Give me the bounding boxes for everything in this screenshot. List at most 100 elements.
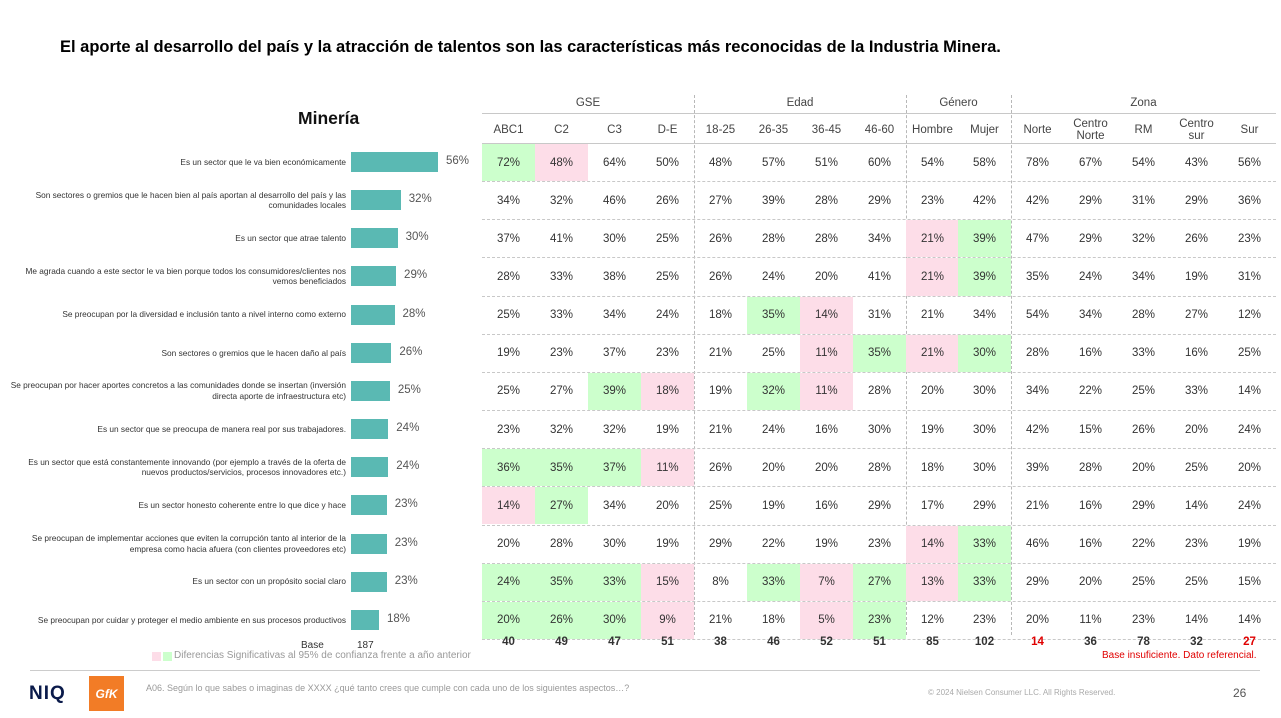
row-divider [482, 333, 1276, 335]
table-cell: 29% [1025, 576, 1050, 589]
bar [351, 533, 387, 554]
page-number: 26 [1233, 686, 1247, 700]
table-cell: 29% [972, 499, 997, 512]
column-header: Centro Norte [1073, 117, 1108, 143]
table-cell: 12% [1237, 309, 1262, 322]
table-cell: 20% [814, 271, 839, 283]
table-cell: 56% [1237, 156, 1262, 169]
table-cell: 23% [920, 194, 945, 207]
table-cell: 34% [1078, 309, 1103, 322]
table-cell: 17% [920, 499, 945, 512]
table-cell: 41% [867, 271, 892, 283]
table-cell: 23% [655, 347, 680, 360]
table-cell: 18% [761, 614, 786, 627]
table-cell: 30% [972, 385, 997, 398]
table-cell: 20% [1131, 461, 1156, 474]
row-divider [482, 219, 1276, 221]
table-cell: 34% [602, 309, 627, 322]
table-cell: 19% [708, 385, 733, 398]
table-cell: 19% [1184, 271, 1209, 283]
table-cell: 28% [1078, 461, 1103, 474]
table-cell: 72% [482, 144, 535, 182]
table-cell: 78% [1025, 156, 1050, 169]
row-divider [482, 410, 1276, 412]
column-header: 26-35 [758, 123, 789, 136]
table-cell: 30% [602, 538, 627, 551]
table-cell: 26% [1184, 232, 1209, 245]
bar-value-label: 29% [404, 269, 428, 282]
table-cell: 20% [1025, 614, 1050, 627]
table-cell: 16% [1078, 347, 1103, 360]
bar-category-label: Es un sector que atrae talento [235, 233, 346, 244]
bar [351, 342, 392, 363]
insufficient-base-note: Base insuficiente. Dato referencial. [1102, 650, 1257, 661]
base-count: 46 [767, 636, 780, 648]
legend-pink-swatch [152, 652, 161, 661]
table-cell: 28% [496, 271, 521, 283]
bar [351, 228, 398, 249]
bar-row: Es un sector que se preocupa de manera r… [0, 410, 480, 448]
table-cell: 29% [1131, 499, 1156, 512]
bar-category-label: Se preocupan por cuidar y proteger el me… [37, 614, 346, 625]
table-cell: 39% [761, 194, 786, 207]
table-cell: 38% [602, 271, 627, 283]
table-cell: 34% [1025, 385, 1050, 398]
column-header: Sur [1240, 123, 1259, 136]
bar [351, 419, 389, 440]
table-cell: 8% [712, 576, 729, 589]
column-header: 46-60 [864, 123, 895, 136]
table-cell: 46% [602, 194, 627, 207]
table-cell: 14% [1237, 385, 1262, 398]
table-cell: 27% [535, 487, 588, 525]
table-cell: 23% [549, 347, 574, 360]
column-header: 18-25 [705, 123, 736, 136]
group-separator [694, 95, 695, 635]
table-cell: 28% [814, 194, 839, 207]
table-cell: 26% [1131, 423, 1156, 436]
table-cell: 29% [1184, 194, 1209, 207]
table-cell: 28% [1131, 309, 1156, 322]
table-cell: 22% [1131, 538, 1156, 551]
base-label: Base [301, 640, 324, 651]
table-cell: 58% [972, 156, 997, 169]
table-cell: 54% [920, 156, 945, 169]
table-cell: 18% [920, 461, 945, 474]
table-cell: 34% [496, 194, 521, 207]
table-cell: 14% [482, 487, 535, 525]
table-cell: 26% [708, 461, 733, 474]
table-cell: 19% [761, 499, 786, 512]
base-count: 32 [1190, 636, 1203, 648]
table-cell: 60% [867, 156, 892, 169]
table-cell: 19% [655, 423, 680, 436]
table-cell: 30% [958, 334, 1011, 372]
table-cell: 25% [761, 347, 786, 360]
bar-value-label: 24% [396, 460, 420, 473]
base-count: 40 [502, 636, 515, 648]
base-count: 102 [974, 636, 995, 648]
table-cell: 28% [867, 385, 892, 398]
table-cell: 25% [1184, 576, 1209, 589]
table-cell: 24% [1078, 271, 1103, 283]
bar [351, 457, 389, 478]
table-cell: 14% [1237, 614, 1262, 627]
copyright: © 2024 Nielsen Consumer LLC. All Rights … [928, 688, 1116, 697]
table-cell: 16% [814, 423, 839, 436]
row-divider [482, 600, 1276, 602]
table-cell: 35% [1025, 271, 1050, 283]
table-cell: 18% [708, 309, 733, 322]
group-header: Zona [1130, 97, 1157, 109]
table-cell: 48% [535, 144, 588, 182]
row-divider [482, 524, 1276, 526]
table-cell: 5% [800, 601, 853, 639]
table-cell: 29% [1078, 194, 1103, 207]
bar-value-label: 30% [405, 231, 429, 244]
table-cell: 33% [747, 563, 800, 601]
bar-value-label: 23% [394, 574, 418, 587]
table-cell: 35% [535, 563, 588, 601]
row-divider [482, 371, 1276, 373]
table-cell: 37% [602, 347, 627, 360]
table-cell: 37% [496, 232, 521, 245]
bar-category-label: Es un sector que le va bien económicamen… [180, 156, 346, 167]
table-cell: 25% [496, 385, 521, 398]
column-header: ABC1 [493, 123, 524, 136]
